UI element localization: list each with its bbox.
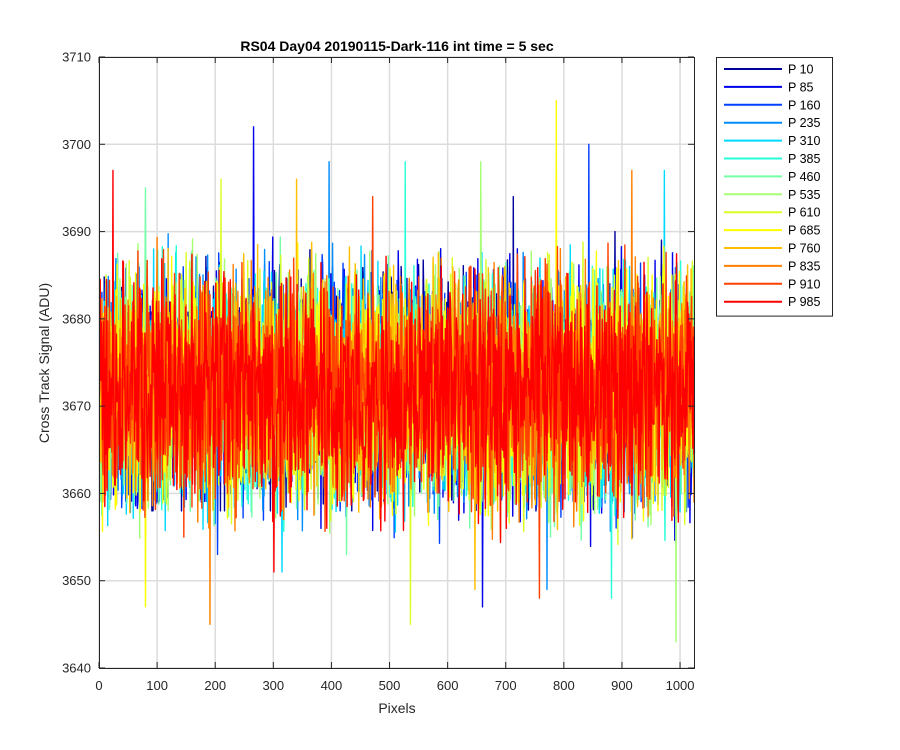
x-tick-label: 200 [204,678,226,693]
y-tick-label: 3670 [62,399,91,414]
legend-label: P 910 [788,277,820,291]
x-tick-label: 400 [321,678,343,693]
y-tick-label: 3690 [62,224,91,239]
x-tick-label: 500 [379,678,401,693]
y-tick-label: 3660 [62,486,91,501]
y-tick-label: 3700 [62,137,91,152]
legend-label: P 85 [788,80,814,94]
x-tick-label: 300 [262,678,284,693]
y-tick-label: 3640 [62,661,91,676]
legend-label: P 685 [788,224,820,238]
legend-label: P 985 [788,295,820,309]
x-tick-label: 900 [611,678,633,693]
x-tick-label: 0 [95,678,102,693]
x-tick-label: 700 [495,678,517,693]
legend-label: P 160 [788,98,820,112]
legend-label: P 460 [788,170,820,184]
chart-title: RS04 Day04 20190115-Dark-116 int time = … [240,38,553,54]
y-axis-label: Cross Track Signal (ADU) [36,283,52,443]
legend-label: P 760 [788,242,820,256]
x-axis-label: Pixels [378,700,415,716]
x-tick-label: 800 [553,678,575,693]
legend-label: P 610 [788,206,820,220]
axis-ticks: 0 100 200 300 400 500 600 700 800 900 1000 3640 3650… [62,50,694,694]
x-tick-label: 100 [146,678,168,693]
legend-label: P 385 [788,152,820,166]
axes-box [99,57,695,669]
x-tick-label: 1000 [666,678,695,693]
legend-label: P 310 [788,134,820,148]
legend-label: P 535 [788,188,820,202]
legend-box [716,57,833,317]
legend-label: P 10 [788,63,814,77]
x-tick-label: 600 [437,678,459,693]
series-line-p-985 [99,169,695,573]
legend-label: P 835 [788,259,820,273]
y-tick-label: 3650 [62,573,91,588]
legend-label: P 235 [788,116,820,130]
y-tick-label: 3710 [62,50,91,65]
legend: P 10 P 85 P 160 P 235 P 310 P 385 P 460 P 535 P … [716,57,833,317]
series-layer [99,99,695,643]
y-tick-label: 3680 [62,311,91,326]
